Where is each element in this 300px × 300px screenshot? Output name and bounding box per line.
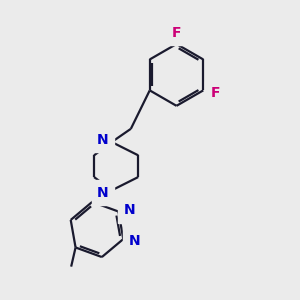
Text: N: N [97, 186, 109, 200]
Text: F: F [172, 26, 181, 40]
Text: F: F [211, 86, 220, 100]
Text: N: N [97, 133, 109, 147]
Text: N: N [129, 233, 140, 248]
Text: N: N [124, 203, 135, 217]
